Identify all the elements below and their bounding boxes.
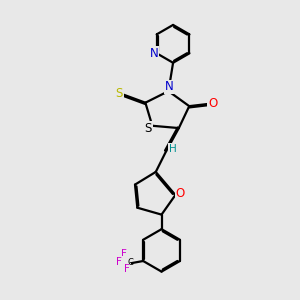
Text: F: F [124,264,130,274]
Text: O: O [208,97,217,110]
Text: S: S [116,87,123,100]
Text: H: H [169,144,176,154]
Text: F: F [121,249,127,259]
Text: S: S [145,122,152,135]
Text: C: C [127,258,133,267]
Text: N: N [149,47,158,60]
Text: F: F [116,257,122,267]
Text: O: O [176,187,185,200]
Text: N: N [165,80,174,94]
